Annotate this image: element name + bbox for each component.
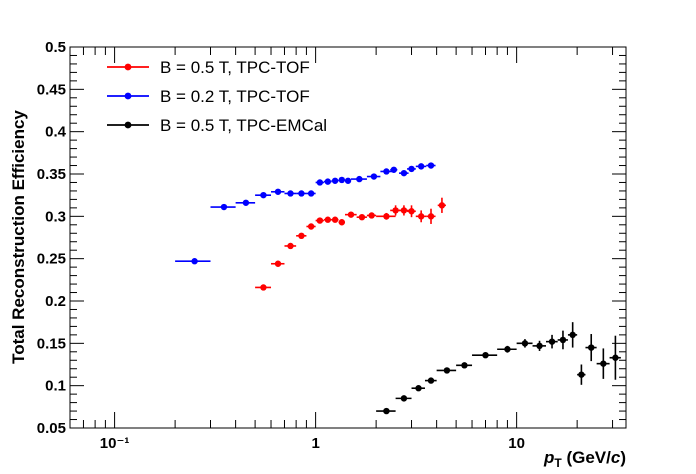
x-axis-title-c: c	[611, 448, 621, 467]
plot-frame	[69, 46, 627, 429]
y-tick-label: 0.25	[37, 251, 66, 268]
data-point	[260, 284, 267, 291]
data-point	[383, 407, 390, 415]
data-point	[287, 190, 294, 197]
y-axis-title: Total Reconstruction Efficiency	[9, 110, 28, 364]
data-point	[338, 176, 346, 184]
data-point	[370, 173, 378, 180]
y-axis-ticks: 0.05 0.1 0.15 0.2 0.25 0.3 0.35 0.4 0.45 0.5	[37, 39, 626, 437]
data-point	[368, 212, 375, 219]
data-point	[324, 178, 332, 185]
data-point	[338, 219, 346, 226]
data-point	[461, 362, 468, 369]
data-point	[536, 342, 543, 350]
data-point	[408, 208, 415, 215]
data-point	[417, 163, 425, 170]
y-tick-label: 0.4	[45, 124, 67, 141]
data-point	[427, 162, 435, 169]
y-tick-label: 0.35	[37, 166, 66, 183]
data-point	[400, 169, 408, 177]
data-point	[344, 177, 352, 184]
x-tick-label: 1	[311, 435, 319, 452]
data-point	[331, 177, 339, 184]
legend-label: B = 0.5 T, TPC-TOF	[160, 58, 310, 77]
data-point	[400, 395, 408, 402]
legend-marker	[124, 63, 132, 71]
data-point	[260, 191, 267, 199]
data-point	[347, 211, 355, 218]
legend-marker	[124, 92, 132, 100]
series-2	[175, 162, 436, 265]
y-tick-label: 0.05	[37, 420, 66, 437]
data-point	[307, 223, 315, 230]
data-point	[612, 354, 619, 361]
data-point	[588, 344, 595, 351]
data-point	[298, 232, 305, 240]
data-point	[408, 165, 415, 173]
x-axis-title-unit: (GeV/	[562, 448, 611, 467]
y-tick-label: 0.45	[37, 81, 66, 98]
x-axis-title-sub: T	[554, 456, 562, 470]
series-3	[376, 322, 621, 415]
y-tick-label: 0.5	[45, 39, 66, 56]
data-point	[356, 175, 363, 183]
data-point	[427, 377, 435, 384]
data-point	[415, 385, 422, 392]
x-axis-title-p: p	[543, 448, 554, 467]
data-point	[242, 199, 250, 206]
data-point	[191, 258, 198, 265]
data-point	[383, 213, 390, 220]
data-point	[287, 242, 294, 250]
series-layer	[175, 162, 621, 415]
y-tick-label: 0.3	[45, 208, 66, 225]
series-1	[255, 197, 446, 291]
y-tick-label: 0.2	[45, 293, 66, 310]
data-point	[316, 179, 324, 186]
data-point	[274, 188, 282, 195]
data-point	[521, 340, 529, 347]
legend-label: B = 0.2 T, TPC-TOF	[160, 87, 310, 106]
x-tick-label: 10	[508, 435, 525, 452]
data-point	[324, 216, 332, 223]
x-axis-title-close: )	[620, 448, 626, 467]
data-point	[482, 351, 489, 359]
data-point	[307, 190, 315, 197]
data-point	[316, 217, 324, 224]
data-point	[390, 166, 398, 173]
data-point	[600, 360, 607, 367]
data-point	[417, 213, 425, 220]
legend: B = 0.5 T, TPC-TOF B = 0.2 T, TPC-TOF B = …	[107, 58, 327, 135]
data-point	[358, 213, 366, 221]
legend-label: B = 0.5 T, TPC-EMCal	[160, 116, 327, 135]
data-point	[400, 207, 408, 214]
x-axis-ticks: 10⁻¹ 1 10	[69, 47, 614, 452]
y-tick-label: 0.15	[37, 335, 66, 352]
data-point	[220, 203, 228, 211]
data-point	[427, 213, 435, 220]
data-point	[548, 338, 556, 345]
data-point	[298, 190, 305, 197]
data-point	[392, 207, 399, 214]
data-point	[569, 331, 576, 339]
data-point	[504, 346, 511, 353]
data-point	[559, 336, 567, 344]
x-axis-title: pT (GeV/c)	[543, 448, 626, 470]
data-point	[383, 168, 390, 175]
x-tick-label: 10⁻¹	[100, 435, 130, 452]
y-tick-label: 0.1	[45, 378, 66, 395]
data-point	[438, 202, 446, 209]
data-point	[274, 260, 282, 267]
data-point	[331, 216, 339, 223]
legend-marker	[124, 121, 132, 129]
data-point	[443, 367, 451, 374]
data-point	[578, 371, 585, 378]
